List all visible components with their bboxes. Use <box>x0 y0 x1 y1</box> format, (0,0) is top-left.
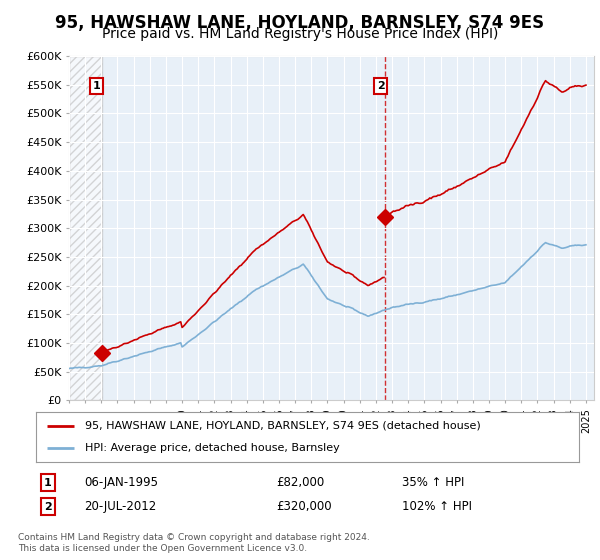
Text: 1: 1 <box>92 81 100 91</box>
Text: £82,000: £82,000 <box>276 476 324 489</box>
95, HAWSHAW LANE, HOYLAND, BARNSLEY, S74 9ES (detached house) <box>548 82 556 88</box>
Text: 06-JAN-1995: 06-JAN-1995 <box>84 476 158 489</box>
Text: 95, HAWSHAW LANE, HOYLAND, BARNSLEY, S74 9ES (detached house): 95, HAWSHAW LANE, HOYLAND, BARNSLEY, S74… <box>85 421 481 431</box>
HPI: Average price, detached house, Barnsley: (2e+03, 6.73e+04): Average price, detached house, Barnsley:… <box>111 358 118 365</box>
95, HAWSHAW LANE, HOYLAND, BARNSLEY, S74 9ES (detached house) <box>461 179 469 185</box>
95, HAWSHAW LANE, HOYLAND, BARNSLEY, S74 9ES (detached house) <box>520 122 527 128</box>
95, HAWSHAW LANE, HOYLAND, BARNSLEY, S74 9ES (detached house) <box>542 77 549 84</box>
95, HAWSHAW LANE, HOYLAND, BARNSLEY, S74 9ES (detached house) <box>583 82 590 88</box>
HPI: Average price, detached house, Barnsley: (2.02e+03, 2.75e+05): Average price, detached house, Barnsley:… <box>542 239 549 246</box>
Text: 2: 2 <box>377 81 385 91</box>
Text: Contains HM Land Registry data © Crown copyright and database right 2024.
This d: Contains HM Land Registry data © Crown c… <box>18 533 370 553</box>
HPI: Average price, detached house, Barnsley: (1.99e+03, 5.72e+04): Average price, detached house, Barnsley:… <box>77 364 85 371</box>
Text: 35% ↑ HPI: 35% ↑ HPI <box>402 476 464 489</box>
95, HAWSHAW LANE, HOYLAND, BARNSLEY, S74 9ES (detached house) <box>448 185 455 192</box>
HPI: Average price, detached house, Barnsley: (2.01e+03, 2.17e+05): Average price, detached house, Barnsley:… <box>278 272 285 279</box>
HPI: Average price, detached house, Barnsley: (1.99e+03, 5.54e+04): Average price, detached house, Barnsley:… <box>65 365 73 372</box>
Text: £320,000: £320,000 <box>276 500 332 514</box>
Text: 2: 2 <box>44 502 52 512</box>
HPI: Average price, detached house, Barnsley: (2.02e+03, 1.73e+05): Average price, detached house, Barnsley:… <box>425 298 432 305</box>
Text: HPI: Average price, detached house, Barnsley: HPI: Average price, detached house, Barn… <box>85 443 340 453</box>
Text: 1: 1 <box>44 478 52 488</box>
Text: Price paid vs. HM Land Registry's House Price Index (HPI): Price paid vs. HM Land Registry's House … <box>102 27 498 41</box>
95, HAWSHAW LANE, HOYLAND, BARNSLEY, S74 9ES (detached house) <box>487 165 494 171</box>
HPI: Average price, detached house, Barnsley: (2.01e+03, 1.66e+05): Average price, detached house, Barnsley:… <box>338 302 346 309</box>
Text: 102% ↑ HPI: 102% ↑ HPI <box>402 500 472 514</box>
95, HAWSHAW LANE, HOYLAND, BARNSLEY, S74 9ES (detached house) <box>382 213 389 220</box>
HPI: Average price, detached house, Barnsley: (2.02e+03, 2.71e+05): Average price, detached house, Barnsley:… <box>583 241 590 248</box>
95, HAWSHAW LANE, HOYLAND, BARNSLEY, S74 9ES (detached house) <box>495 162 502 169</box>
Text: 95, HAWSHAW LANE, HOYLAND, BARNSLEY, S74 9ES: 95, HAWSHAW LANE, HOYLAND, BARNSLEY, S74… <box>55 14 545 32</box>
Text: 20-JUL-2012: 20-JUL-2012 <box>84 500 156 514</box>
HPI: Average price, detached house, Barnsley: (2.01e+03, 1.68e+05): Average price, detached house, Barnsley:… <box>409 301 416 307</box>
Line: HPI: Average price, detached house, Barnsley: HPI: Average price, detached house, Barn… <box>69 242 586 368</box>
Line: 95, HAWSHAW LANE, HOYLAND, BARNSLEY, S74 9ES (detached house): 95, HAWSHAW LANE, HOYLAND, BARNSLEY, S74… <box>385 81 586 217</box>
Bar <box>69 56 102 400</box>
